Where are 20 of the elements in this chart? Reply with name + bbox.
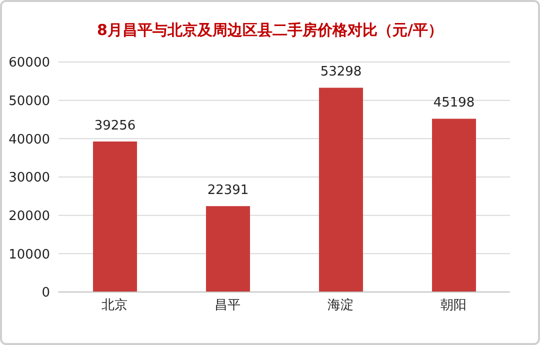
y-tick-label: 50000 [8,94,50,109]
y-tick-label: 60000 [8,56,50,71]
data-label: 45198 [433,96,475,111]
bar [432,118,476,292]
x-tick-label: 朝阳 [440,298,466,314]
y-tick-label: 40000 [8,132,50,148]
y-tick-label: 30000 [8,170,50,186]
y-tick-label: 10000 [8,247,50,262]
x-tick-label: 海淀 [328,298,354,314]
bar [319,88,363,292]
x-tick-label: 北京 [102,298,128,314]
y-tick-label: 20000 [8,208,50,224]
data-label: 22391 [207,183,249,198]
x-tick-label: 昌平 [214,298,240,314]
data-label: 39256 [94,118,136,134]
y-tick-label: 0 [42,286,50,301]
bar [93,142,137,292]
data-label: 53298 [320,64,362,80]
bar [206,206,250,292]
chart-title: 8月昌平与北京及周边区县二手房价格对比（元/平） [96,20,444,41]
